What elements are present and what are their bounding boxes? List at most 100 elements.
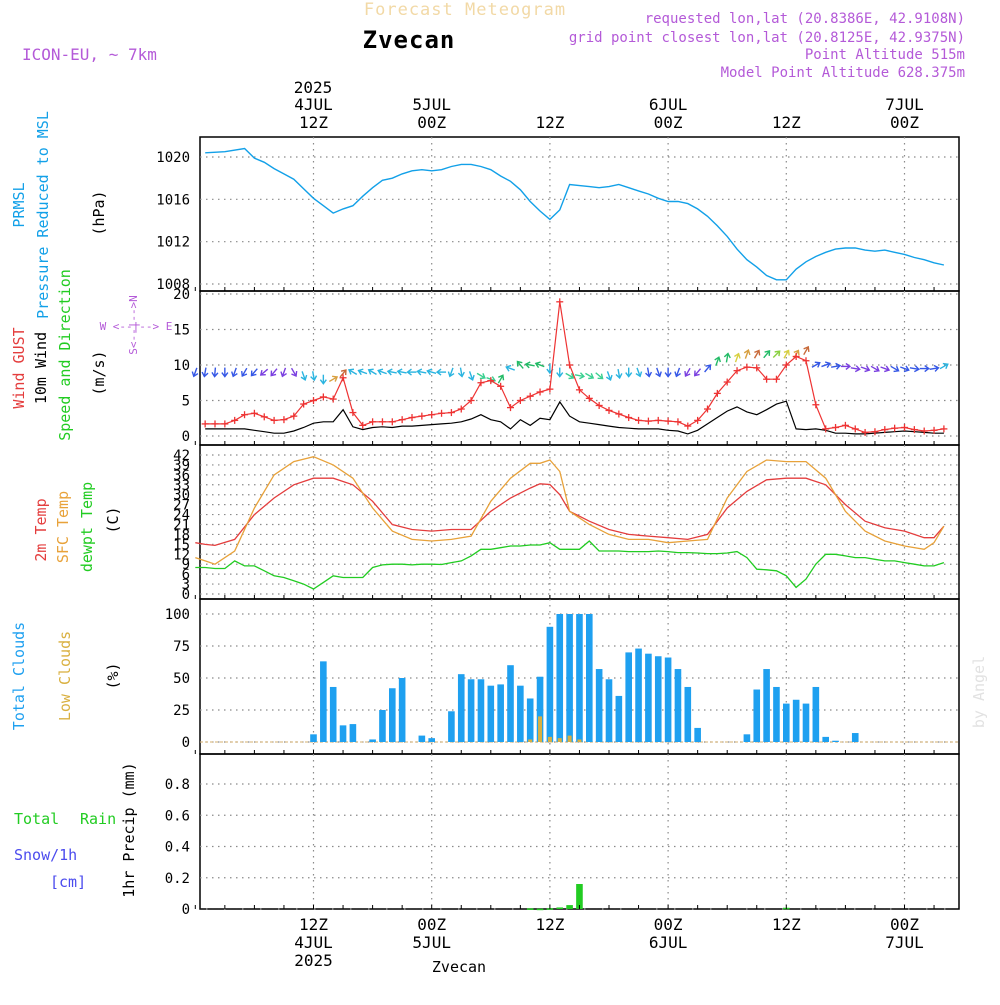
wind-direction-arrow [191, 367, 199, 378]
y-tick-label: 33 [173, 478, 190, 494]
wind-gust-point [507, 404, 514, 412]
wind-direction-arrow [900, 365, 910, 373]
wind-arrow-head [211, 371, 219, 378]
compass-ns: S<--|-->N [127, 295, 140, 355]
wind-gust-point [861, 428, 869, 436]
wind-gust-point [910, 426, 918, 434]
wind-direction-arrow [447, 367, 455, 378]
temp-unit: (C) [104, 506, 122, 533]
wind-direction-arrow [357, 368, 368, 376]
wind-direction-arrow [310, 371, 318, 382]
wind-arrow-head [743, 349, 751, 356]
wind-direction-arrow [840, 362, 852, 370]
bottom-hour-label: 00Z [654, 915, 683, 934]
wind-gust-point [260, 413, 268, 421]
total-cloud-bar [851, 733, 859, 742]
wind-arrow-head [824, 361, 832, 369]
low-cloud-bar [528, 739, 533, 742]
total-cloud-bar [773, 686, 780, 742]
wind-arrow-head [635, 371, 643, 378]
wind-arrow-shaft [377, 369, 387, 375]
total-cloud-bar [369, 739, 376, 742]
wind-arrow-head [814, 361, 821, 368]
wind-arrow-shaft [753, 350, 760, 359]
wind-arrow-shaft [725, 353, 729, 363]
wind-direction-arrow [870, 365, 880, 373]
wind-arrow-shaft [850, 367, 860, 371]
snow-label: Snow/1h [14, 846, 77, 864]
wind-gust-point [231, 416, 239, 424]
wind-arrow-shaft [803, 346, 809, 356]
total-cloud-bar [546, 626, 554, 742]
total-cloud-bar [783, 703, 790, 742]
wind-direction-arrow [300, 371, 308, 381]
wind-direction-arrow [241, 367, 248, 378]
wind-arrow-head [386, 368, 393, 376]
y-tick-label: 0.2 [165, 871, 190, 887]
wind-direction-arrow [830, 362, 842, 370]
wind-arrow-shaft [617, 368, 621, 379]
total-cloud-bar [822, 736, 829, 742]
wind-arrow-shaft [694, 368, 702, 376]
wind-arrow-head [803, 345, 810, 352]
wind-arrow-head [280, 371, 287, 378]
rain-label: Rain [80, 810, 116, 828]
tick-layer: 1008101210161020051015200369121518212427… [156, 150, 935, 918]
rain-bar [526, 908, 534, 910]
wind-direction-arrow [595, 372, 604, 380]
wind-arrow-shaft [203, 367, 207, 377]
low-cloud-bar [547, 736, 552, 742]
wind-gust-point [566, 361, 574, 369]
wind-direction-arrow [860, 365, 871, 373]
wind-gust-point [930, 426, 938, 434]
wind-arrow-shaft [427, 370, 437, 374]
wind-direction-arrow [328, 375, 339, 383]
low-cloud-bar [538, 716, 543, 742]
pressure-label-prmsl: PRMSL [10, 182, 28, 227]
wind-gust-point [644, 417, 652, 425]
wind-direction-arrow [201, 367, 209, 378]
wind-arrow-head [664, 372, 672, 378]
wind-direction-arrow [763, 350, 771, 359]
wind-arrow-head [241, 370, 248, 378]
wind-arrow-head [884, 365, 891, 373]
wind-arrow-head [516, 360, 523, 367]
wind-arrow-shaft [565, 372, 574, 379]
wind-arrow-head [479, 373, 486, 380]
wind-arrow-shaft [574, 374, 585, 378]
wind-gust-point [920, 427, 928, 435]
wind-gust-point [497, 382, 505, 390]
wind-arrow-head [406, 368, 412, 376]
wind-direction-arrow [565, 372, 575, 380]
bottom-year-label: 2025 [294, 951, 333, 970]
wind-gust-point [733, 367, 741, 375]
wind-gust-point [487, 377, 495, 385]
wind-arrow-shaft [301, 371, 306, 381]
wind-gust-point [841, 421, 849, 429]
wind-arrow-shaft [525, 363, 535, 367]
wind-gust-point [201, 420, 209, 428]
total-cloud-bar [684, 686, 692, 742]
y-tick-label: 0.4 [165, 840, 190, 856]
wind-arrow-head [396, 368, 403, 376]
wind-arrow-shaft [449, 367, 454, 377]
total-cloud-bar [329, 686, 337, 742]
wind-gust-point [447, 409, 455, 417]
total-cloud-bar [763, 669, 770, 742]
wind-gust-point [467, 397, 475, 404]
wind-arrow-shaft [763, 350, 771, 359]
marks-layer [191, 147, 959, 911]
wind-arrow-head [674, 371, 681, 378]
y-tick-label: 39 [173, 458, 190, 474]
wind-gust-point [635, 416, 643, 424]
wind-arrow-head [447, 371, 455, 378]
wind-gust-point [556, 298, 564, 306]
wind-direction-arrow [655, 367, 662, 378]
wind-arrow-head [426, 368, 433, 376]
wind-arrow-head [694, 370, 700, 377]
total-cloud-bar [349, 724, 357, 742]
wind-direction-arrow [339, 369, 347, 378]
